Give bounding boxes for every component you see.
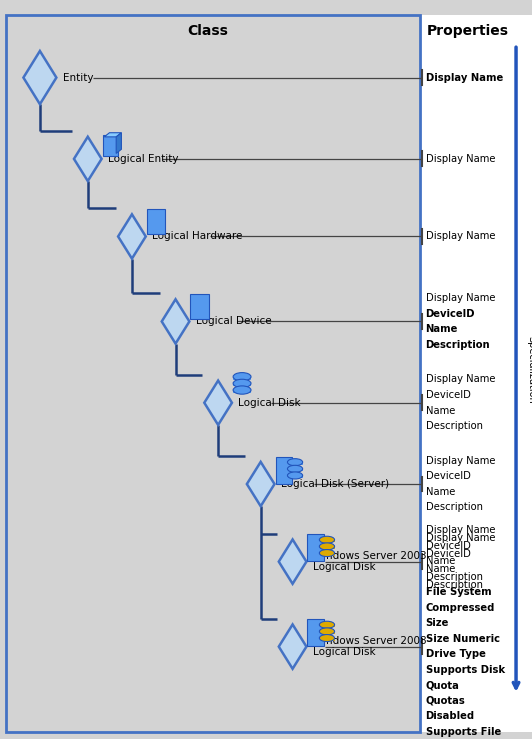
Text: Description: Description [426,421,483,431]
Polygon shape [104,133,121,137]
Polygon shape [247,462,275,506]
Polygon shape [74,137,102,181]
Text: Logical Device: Logical Device [196,316,271,327]
Text: Entity: Entity [63,72,93,83]
FancyBboxPatch shape [233,384,251,386]
Text: Name: Name [426,406,455,415]
Text: Description: Description [426,572,483,582]
Text: Display Name: Display Name [426,154,495,164]
FancyBboxPatch shape [307,619,324,647]
Text: Logical Disk (Server): Logical Disk (Server) [281,479,389,489]
Text: DeviceID: DeviceID [426,549,470,559]
Polygon shape [23,51,56,104]
Text: Windows Server 2008
Logical Disk: Windows Server 2008 Logical Disk [313,636,427,658]
Text: Description: Description [426,503,483,512]
FancyBboxPatch shape [319,553,335,556]
FancyBboxPatch shape [307,534,324,562]
FancyBboxPatch shape [276,457,292,484]
Ellipse shape [319,543,335,550]
FancyBboxPatch shape [319,638,335,641]
Text: Logical Hardware: Logical Hardware [152,231,243,242]
Text: Disabled: Disabled [426,712,475,721]
Polygon shape [204,381,232,425]
Text: DeviceID: DeviceID [426,390,470,400]
Text: File System: File System [426,588,491,597]
Text: Size Numeric: Size Numeric [426,634,500,644]
Text: Description: Description [426,340,490,350]
Text: Windows Server 2003
Logical Disk: Windows Server 2003 Logical Disk [313,551,427,573]
FancyBboxPatch shape [103,134,118,156]
FancyBboxPatch shape [319,539,335,542]
FancyBboxPatch shape [420,15,532,732]
Text: Display Name: Display Name [426,375,495,384]
Text: Supports File: Supports File [426,727,501,737]
Text: Quota: Quota [426,681,460,690]
Text: Class: Class [187,24,228,38]
Ellipse shape [233,386,251,394]
Text: Name: Name [426,565,455,574]
Ellipse shape [287,472,303,479]
Ellipse shape [319,621,335,628]
Text: Name: Name [426,556,455,566]
Polygon shape [162,299,189,344]
Ellipse shape [233,372,251,381]
Text: Compressed: Compressed [426,603,495,613]
Text: Display Name: Display Name [426,293,495,303]
FancyBboxPatch shape [147,209,165,234]
Ellipse shape [287,459,303,466]
Ellipse shape [233,379,251,387]
Ellipse shape [287,466,303,472]
Text: Size: Size [426,619,449,628]
FancyBboxPatch shape [287,475,303,478]
Text: Description: Description [426,580,483,590]
Polygon shape [118,214,146,259]
Text: Specialization: Specialization [527,336,532,403]
Polygon shape [279,624,306,669]
Text: Supports Disk: Supports Disk [426,665,505,675]
FancyBboxPatch shape [233,390,251,393]
Text: Display Name: Display Name [426,525,495,535]
FancyBboxPatch shape [287,462,303,465]
Text: Name: Name [426,324,458,334]
Text: Display Name: Display Name [426,534,495,543]
FancyBboxPatch shape [319,624,335,627]
Ellipse shape [319,628,335,635]
FancyBboxPatch shape [190,294,209,319]
Ellipse shape [319,635,335,641]
Polygon shape [279,539,306,584]
FancyBboxPatch shape [319,631,335,634]
FancyBboxPatch shape [319,546,335,549]
Text: Display Name: Display Name [426,72,503,83]
FancyBboxPatch shape [233,377,251,380]
Text: Drive Type: Drive Type [426,650,486,659]
Text: Quotas: Quotas [426,696,466,706]
FancyBboxPatch shape [287,469,303,471]
Text: Logical Disk: Logical Disk [238,398,301,408]
Text: DeviceID: DeviceID [426,541,470,551]
Text: DeviceID: DeviceID [426,471,470,481]
Text: Logical Entity: Logical Entity [108,154,179,164]
Text: DeviceID: DeviceID [426,309,475,319]
Text: Properties: Properties [427,24,509,38]
Text: Display Name: Display Name [426,231,495,242]
Ellipse shape [319,537,335,543]
Polygon shape [116,133,121,154]
Text: Name: Name [426,487,455,497]
FancyBboxPatch shape [6,15,420,732]
Text: Display Name: Display Name [426,456,495,466]
Ellipse shape [319,550,335,556]
